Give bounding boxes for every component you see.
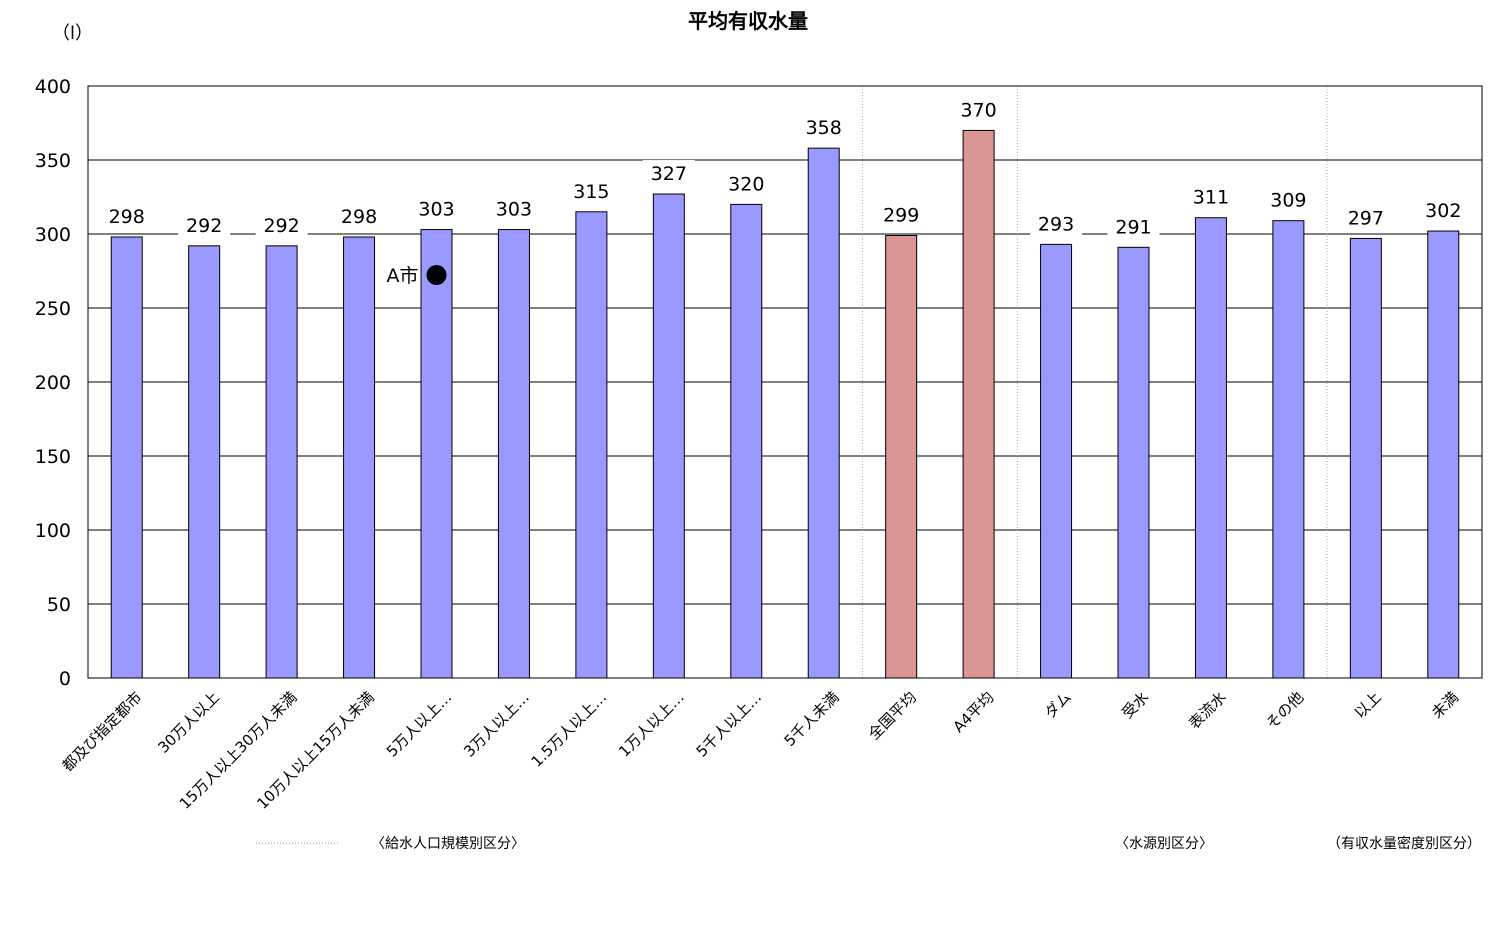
data-label: 299 xyxy=(883,204,919,226)
data-label: 297 xyxy=(1348,207,1384,229)
data-label-background xyxy=(1262,186,1315,213)
data-label: 292 xyxy=(263,215,299,237)
group-labels: 〈給水人口規模別区分〉 〈水源別区分〉 （有収水量密度別区分） xyxy=(256,835,1481,852)
group-label: 〈水源別区分〉 xyxy=(1115,836,1213,852)
data-label-background xyxy=(565,177,618,204)
annotation-dot xyxy=(426,265,447,285)
x-tick-label: 1万人以上… xyxy=(615,688,688,761)
data-label: 327 xyxy=(651,163,687,185)
data-label: 302 xyxy=(1425,200,1461,222)
x-tick-label: 5千人以上… xyxy=(693,688,766,761)
x-tick-label: 30万人以上 xyxy=(154,688,223,757)
data-label: 298 xyxy=(341,206,377,228)
y-tick-label: 200 xyxy=(35,372,71,394)
y-axis-unit: （l） xyxy=(52,23,93,44)
data-label-background xyxy=(410,195,463,222)
data-label-background xyxy=(1107,213,1160,240)
annotation: A市 xyxy=(387,265,447,287)
x-tick-label: A4平均 xyxy=(949,688,997,736)
data-label: 358 xyxy=(806,117,842,139)
x-tick-label: 表流水 xyxy=(1185,688,1230,733)
bar xyxy=(265,245,298,679)
data-label: 370 xyxy=(960,99,996,121)
chart-title: 平均有収水量 xyxy=(688,9,808,33)
y-tick-label: 400 xyxy=(35,76,71,98)
group-label: 〈給水人口規模別区分〉 xyxy=(371,836,525,852)
x-tick-label: 1.5万人以上… xyxy=(528,688,611,771)
bar xyxy=(1427,230,1460,679)
bar xyxy=(1194,217,1227,679)
data-label: 309 xyxy=(1270,190,1306,212)
bar xyxy=(1272,220,1305,679)
data-label-background xyxy=(797,114,850,141)
data-labels: 298 292 292 298 303 303 315 327 320 358 299 370 293 2… xyxy=(100,96,1470,240)
data-label-background xyxy=(642,160,695,187)
bar xyxy=(1040,243,1073,679)
data-label-background xyxy=(1417,197,1470,224)
x-tick-label: 未満 xyxy=(1428,688,1462,722)
x-tick-label: 都及び指定都市 xyxy=(59,688,146,775)
x-tick-label: ダム xyxy=(1041,688,1075,722)
bar xyxy=(188,245,221,679)
data-label-background xyxy=(255,211,308,238)
x-tick-label: 以上 xyxy=(1351,688,1385,722)
data-label-background xyxy=(875,201,928,228)
x-tick-label: 3万人以上… xyxy=(460,688,533,761)
bar xyxy=(1117,246,1150,679)
bars xyxy=(110,129,1460,679)
data-label-background xyxy=(487,195,540,222)
x-tick-label: 5万人以上… xyxy=(383,688,456,761)
bar xyxy=(652,193,685,679)
data-label-background xyxy=(178,211,231,238)
y-tick-label: 350 xyxy=(35,150,71,172)
x-tick-label: 受水 xyxy=(1118,688,1152,722)
data-label: 303 xyxy=(418,199,454,221)
bar xyxy=(575,211,608,679)
bar xyxy=(497,229,530,679)
bar xyxy=(807,147,840,679)
annotation-label: A市 xyxy=(387,265,419,287)
bar xyxy=(420,229,453,679)
data-label-background xyxy=(100,202,153,229)
data-label: 293 xyxy=(1038,213,1074,235)
y-tick-label: 50 xyxy=(47,594,71,616)
data-label: 320 xyxy=(728,173,764,195)
y-tick-label: 300 xyxy=(35,224,71,246)
bar xyxy=(343,236,376,679)
y-tick-label: 150 xyxy=(35,446,71,468)
data-label-background xyxy=(1339,204,1392,231)
data-label: 292 xyxy=(186,215,222,237)
data-label-background xyxy=(333,202,386,229)
bar xyxy=(962,129,995,679)
data-label-background xyxy=(1184,183,1237,210)
x-tick-label: 全国平均 xyxy=(865,688,920,743)
grid-lines xyxy=(88,159,1482,605)
y-axis-ticks: 0 50 100 150 200 250 300 350 400 xyxy=(35,76,71,690)
bar xyxy=(885,234,918,679)
data-label: 303 xyxy=(496,199,532,221)
data-label-background xyxy=(1030,210,1083,237)
plot-frame xyxy=(87,85,1483,679)
data-label-background xyxy=(952,96,1005,123)
x-tick-label: その他 xyxy=(1263,688,1308,733)
data-label: 291 xyxy=(1115,216,1151,238)
y-tick-label: 0 xyxy=(59,668,71,690)
y-tick-label: 250 xyxy=(35,298,71,320)
group-label: （有収水量密度別区分） xyxy=(1327,835,1481,852)
data-label: 311 xyxy=(1193,187,1229,209)
bar xyxy=(1349,237,1382,679)
x-tick-label: 5千人未満 xyxy=(781,688,843,750)
y-tick-label: 100 xyxy=(35,520,71,542)
data-label: 315 xyxy=(573,181,609,203)
data-label: 298 xyxy=(109,206,145,228)
data-label-background xyxy=(720,170,773,197)
bar xyxy=(110,236,143,679)
bar xyxy=(730,203,763,679)
